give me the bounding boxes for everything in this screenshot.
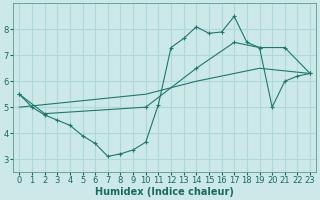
X-axis label: Humidex (Indice chaleur): Humidex (Indice chaleur) (95, 187, 234, 197)
